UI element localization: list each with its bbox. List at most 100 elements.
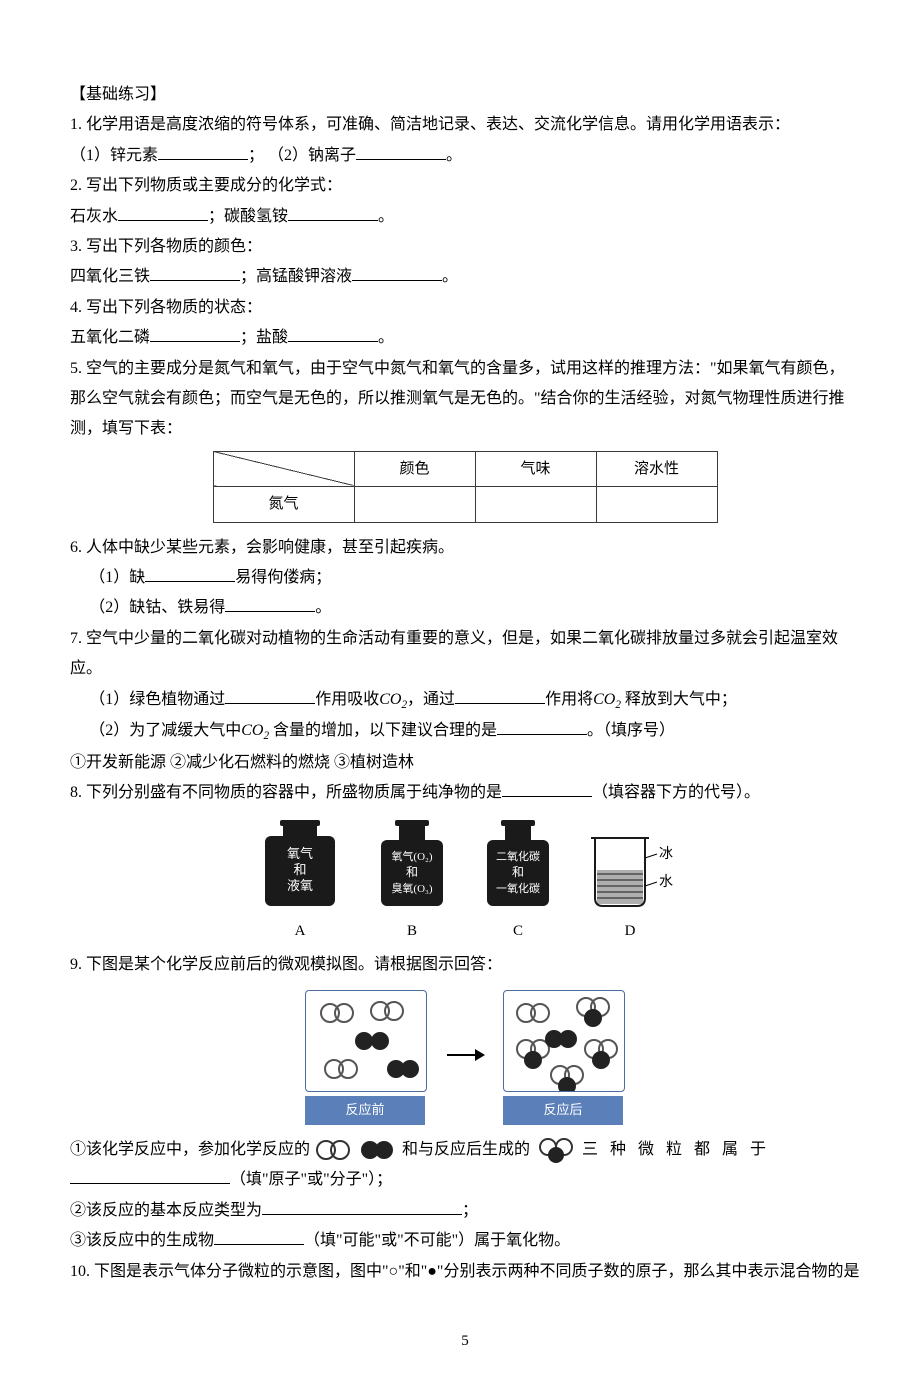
table-row: 氮气 — [213, 487, 717, 523]
q9-blank3[interactable] — [214, 1228, 304, 1245]
molecule-pair-solid-icon — [358, 1138, 398, 1162]
svg-text:二氧化碳: 二氧化碳 — [496, 849, 540, 863]
q8-stem-post: （填容器下方的代号）。 — [592, 784, 760, 801]
q9-p3: ③该反应中的生成物（填"可能"或"不可能"）属于氧化物。 — [70, 1226, 860, 1256]
q6-part1: （1）缺易得佝偻病； — [70, 563, 860, 593]
cell-blank[interactable] — [596, 487, 717, 523]
q4-stem: 4. 写出下列各物质的状态： — [70, 293, 860, 323]
q4-parts: 五氧化二磷；盐酸。 — [70, 323, 860, 353]
micro-before-box — [305, 990, 427, 1092]
q3-p1: 四氧化三铁 — [70, 268, 150, 285]
q9-blank1[interactable] — [70, 1167, 230, 1184]
q7-p1-pre: （1）绿色植物通过 — [89, 691, 225, 708]
q4-blank2[interactable] — [288, 325, 378, 342]
q7-p1-mid3: 作用将 — [545, 691, 593, 708]
q2-p1: 石灰水 — [70, 208, 118, 225]
q6-blank2[interactable] — [225, 595, 315, 612]
q7-p1-mid1: 作用吸收 — [315, 691, 379, 708]
q9-p1-fill: （填"原子"或"分子"）； — [230, 1171, 392, 1188]
micro-after-wrap: 反应后 — [503, 990, 625, 1125]
q9-p1-pre: ①该化学反应中，参加化学反应的 — [70, 1141, 310, 1158]
co2-formula: CO2 — [241, 722, 269, 739]
q7-blank3[interactable] — [497, 718, 587, 735]
svg-text:氧气(O₂): 氧气(O₂) — [391, 849, 432, 863]
q3-parts: 四氧化三铁；高锰酸钾溶液。 — [70, 262, 860, 292]
right-arrow-icon — [445, 1045, 485, 1065]
bottle-b: 氧气(O₂) 和 臭氧(O₃) B — [373, 818, 451, 946]
q9-reaction-figure: 反应前 — [70, 990, 860, 1125]
svg-text:氧气: 氧气 — [287, 846, 313, 861]
q9-p2-post: ； — [462, 1202, 478, 1219]
q2-blank2[interactable] — [288, 204, 378, 221]
q4-blank1[interactable] — [150, 325, 240, 342]
q2-blank1[interactable] — [118, 204, 208, 221]
q8-stem: 8. 下列分别盛有不同物质的容器中，所盛物质属于纯净物的是 （填容器下方的代号）。 — [70, 778, 860, 808]
q7-part1: （1）绿色植物通过作用吸收CO2，通过作用将CO2 释放到大气中； — [70, 685, 860, 716]
beaker-d-icon: 冰 水 — [585, 818, 675, 913]
bottle-c-icon: 二氧化碳 和 一氧化碳 — [479, 818, 557, 913]
q8-blank[interactable] — [502, 780, 592, 797]
svg-text:和: 和 — [512, 865, 524, 879]
q7-blank1[interactable] — [225, 687, 315, 704]
q1-end: 。 — [446, 147, 462, 164]
q7-blank2[interactable] — [455, 687, 545, 704]
arrow-icon — [445, 1037, 485, 1079]
bottle-c: 二氧化碳 和 一氧化碳 C — [479, 818, 557, 946]
micro-after-icon — [504, 991, 624, 1091]
cell-blank[interactable] — [475, 487, 596, 523]
q6-p1-post: 易得佝偻病； — [235, 569, 331, 586]
row-label: 氮气 — [213, 487, 354, 523]
q2-parts: 石灰水 ；碳酸氢铵 。 — [70, 202, 860, 232]
table-row: 颜色 气味 溶水性 — [213, 451, 717, 487]
q8-figure-row: 氧气 和 液氧 A 氧气(O₂) 和 臭氧(O₃) B 二氧化碳 和 一氧化碳 … — [70, 818, 860, 946]
q9-p2-pre: ②该反应的基本反应类型为 — [70, 1202, 262, 1219]
q9-stem: 9. 下图是某个化学反应前后的微观模拟图。请根据图示回答： — [70, 950, 860, 980]
caption-before: 反应前 — [305, 1096, 425, 1125]
q2-stem: 2. 写出下列物质或主要成分的化学式： — [70, 171, 860, 201]
q9-p2: ②该反应的基本反应类型为 ； — [70, 1196, 860, 1226]
q10-stem: 10. 下图是表示气体分子微粒的示意图，图中"○"和"●"分别表示两种不同质子数… — [70, 1257, 860, 1287]
bottle-b-icon: 氧气(O₂) 和 臭氧(O₃) — [373, 818, 451, 913]
bottle-a-icon: 氧气 和 液氧 — [255, 818, 345, 913]
svg-text:冰: 冰 — [659, 846, 673, 862]
page-number: 5 — [70, 1327, 860, 1356]
q2-sep: ；碳酸氢铵 — [208, 208, 288, 225]
q1-blank1[interactable] — [158, 143, 248, 160]
micro-before-wrap: 反应前 — [305, 990, 427, 1125]
table-diag-cell — [213, 451, 354, 487]
bottle-b-label: B — [373, 917, 451, 946]
q5-stem: 5. 空气的主要成分是氮气和氧气，由于空气中氮气和氧气的含量多，试用这样的推理方… — [70, 354, 860, 445]
q5-table: 颜色 气味 溶水性 氮气 — [213, 451, 718, 523]
cell-blank[interactable] — [354, 487, 475, 523]
co2-formula: CO2 — [593, 691, 621, 708]
q6-blank1[interactable] — [145, 565, 235, 582]
micro-before-icon — [306, 991, 426, 1091]
q1-part1-label: （1）锌元素 — [70, 147, 158, 164]
caption-after: 反应后 — [503, 1096, 623, 1125]
q7-p2-pre: （2）为了减缓大气中 — [89, 722, 241, 739]
q6-part2: （2）缺钴、铁易得。 — [70, 593, 860, 623]
q7-p2-post: 。（填序号） — [587, 722, 675, 739]
svg-text:水: 水 — [659, 874, 673, 890]
q8-stem-pre: 8. 下列分别盛有不同物质的容器中，所盛物质属于纯净物的是 — [70, 784, 502, 801]
q1-part2-label: （2）钠离子 — [268, 147, 356, 164]
q4-sep: ；盐酸 — [240, 329, 288, 346]
micro-after-box — [503, 990, 625, 1092]
q1-blank2[interactable] — [356, 143, 446, 160]
q9-p1-fill-line: （填"原子"或"分子"）； — [70, 1165, 860, 1195]
q9-p1-mid: 和与反应后生成的 — [402, 1141, 530, 1158]
q9-blank2[interactable] — [262, 1198, 462, 1215]
q9-p3-post: （填"可能"或"不可能"）属于氧化物。 — [304, 1232, 570, 1249]
bottle-c-label: C — [479, 917, 557, 946]
q7-p1-post: 释放到大气中； — [625, 691, 737, 708]
q6-p2-pre: （2）缺钴、铁易得 — [89, 599, 225, 616]
q3-blank1[interactable] — [150, 264, 240, 281]
q3-blank2[interactable] — [352, 264, 442, 281]
q6-stem: 6. 人体中缺少某些元素，会影响健康，甚至引起疾病。 — [70, 533, 860, 563]
q2-end: 。 — [378, 208, 394, 225]
q7-stem: 7. 空气中少量的二氧化碳对动植物的生命活动有重要的意义，但是，如果二氧化碳排放… — [70, 624, 860, 685]
q1-parts: （1）锌元素 ； （2）钠离子 。 — [70, 141, 860, 171]
q4-p1: 五氧化二磷 — [70, 329, 150, 346]
q1-sep: ； — [248, 147, 264, 164]
th-color: 颜色 — [354, 451, 475, 487]
